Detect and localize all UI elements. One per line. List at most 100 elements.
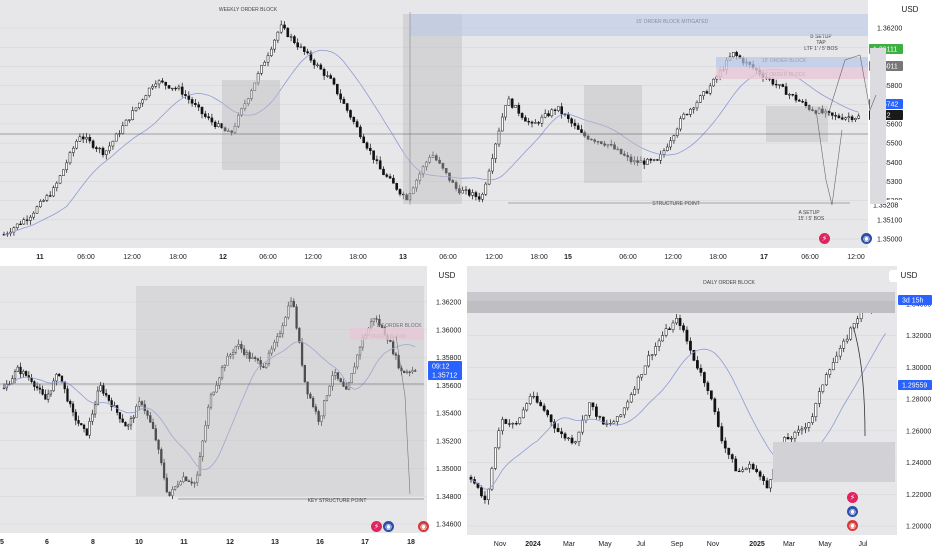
candle [276, 31, 280, 41]
candle [91, 413, 94, 422]
candle [229, 354, 232, 357]
candle [840, 117, 844, 120]
y-tick-label: 1.35000 [436, 466, 461, 473]
time-axis[interactable] [0, 533, 427, 550]
candle [532, 395, 536, 398]
lightning-icon[interactable]: ⚡ [819, 233, 830, 244]
chart-pane-bottom-left[interactable]: 1.36200 1.36000 1.35800 1.35600 1.35400 1.352… [0, 266, 464, 550]
candle [394, 353, 398, 356]
candle [68, 152, 72, 164]
lightning-icon[interactable]: ⚡ [371, 521, 382, 532]
price-axis[interactable] [897, 266, 932, 550]
moving-average-line [3, 340, 416, 471]
candle [154, 83, 158, 87]
candle [287, 305, 290, 318]
candle [93, 404, 97, 415]
us-flag-icon[interactable]: ◉ [861, 233, 872, 244]
candle [553, 421, 556, 429]
x-tick-label: 8 [91, 539, 95, 546]
candle [334, 372, 337, 376]
price-axis[interactable] [427, 266, 464, 550]
x-tick-label: Jul [637, 541, 646, 548]
calendar-flag-icon[interactable]: ◉ [418, 521, 429, 532]
candle [395, 183, 399, 190]
candle [80, 423, 83, 426]
chart-canvas-bottom-left[interactable]: 1.36200 1.36000 1.35800 1.35600 1.35400 1.352… [0, 266, 464, 550]
candle [411, 370, 414, 373]
candle [48, 195, 52, 197]
y-tick-label: 1.35300 [877, 179, 902, 186]
candle [619, 148, 623, 155]
candle [786, 437, 790, 440]
candle [2, 387, 6, 390]
x-tick-label: 12:00 [847, 254, 865, 261]
calendar-flag-icon[interactable]: ◉ [847, 520, 858, 531]
candle [52, 187, 55, 197]
candle [615, 416, 619, 422]
candle [762, 476, 765, 481]
y-tick-label: 1.30000 [906, 365, 931, 372]
candle [71, 403, 75, 413]
currency-button-bottom-left[interactable]: USD [427, 270, 464, 282]
candle [606, 144, 610, 146]
candle [720, 426, 724, 442]
candle [320, 415, 323, 422]
candle [518, 417, 522, 424]
candle [38, 387, 42, 390]
candle [769, 479, 772, 489]
candle [71, 147, 75, 153]
chart-canvas-top[interactable]: 1.362001.361001.359001.358001.357001.356… [0, 0, 932, 263]
candle [421, 166, 425, 175]
currency-button-bottom-right[interactable]: USD [889, 270, 929, 282]
x-tick-label: 12:00 [664, 254, 682, 261]
candle [507, 98, 511, 106]
x-tick-label: 6 [45, 539, 49, 546]
candle [197, 104, 201, 108]
candle [567, 437, 570, 440]
candle [349, 110, 352, 118]
x-tick-label: 18:00 [349, 254, 367, 261]
annotation-label: TAP [816, 40, 826, 46]
lightning-icon[interactable]: ⚡ [847, 492, 858, 503]
candle [678, 318, 682, 326]
candle [765, 480, 769, 489]
candle [204, 425, 207, 442]
candle [781, 84, 785, 87]
candle [253, 82, 257, 91]
time-axis[interactable] [0, 248, 868, 263]
us-flag-icon[interactable]: ◉ [383, 521, 394, 532]
candle [598, 416, 602, 418]
candle [566, 114, 570, 120]
time-axis[interactable] [467, 535, 897, 550]
candle [626, 155, 630, 158]
candle [467, 189, 471, 196]
candle [790, 437, 793, 440]
y-tick-label: 1.35800 [436, 355, 461, 362]
candle [434, 155, 438, 161]
x-tick-label: 12:00 [123, 254, 141, 261]
candle [602, 416, 605, 425]
candle [706, 382, 710, 391]
weekly-order-block-zone [467, 301, 895, 313]
weekly-order-block-zone [403, 14, 462, 204]
chart-pane-bottom-right[interactable]: 1.340001.320001.300001.280001.260001.240… [467, 266, 932, 550]
candle [273, 342, 276, 350]
chart-canvas-bottom-right[interactable]: 1.340001.320001.300001.280001.260001.240… [467, 266, 932, 550]
candle [193, 482, 196, 484]
candle [165, 477, 168, 493]
currency-button-top[interactable]: USD [890, 4, 930, 16]
candle [497, 130, 501, 145]
candle [549, 414, 553, 423]
candle [118, 412, 122, 420]
candle [55, 373, 58, 382]
candle [230, 130, 234, 133]
candle [537, 122, 540, 124]
candle [140, 401, 144, 405]
candle [675, 318, 678, 324]
candle [539, 402, 543, 407]
candle [295, 306, 298, 329]
us-flag-icon[interactable]: ◉ [847, 506, 858, 517]
candle [712, 78, 715, 87]
x-tick-label: Nov [494, 541, 507, 548]
chart-pane-top[interactable]: 1.362001.361001.359001.358001.357001.356… [0, 0, 932, 263]
